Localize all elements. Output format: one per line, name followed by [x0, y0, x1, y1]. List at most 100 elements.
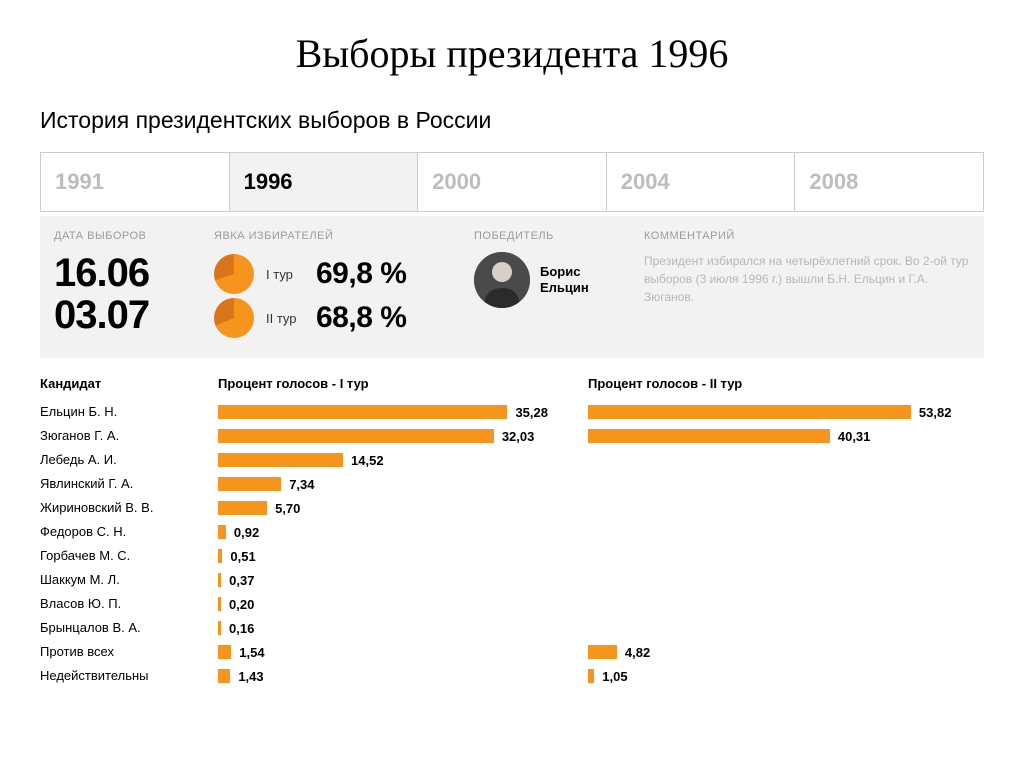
round1-chart: Процент голосов - I тур 35,28 32,03 14,52 7…: [218, 376, 588, 688]
bar-row-r2: 1,05: [588, 664, 984, 688]
round2-chart: Процент голосов - II тур 53,82 40,31 4,82 1…: [588, 376, 984, 688]
bar-r2: [588, 405, 911, 419]
results-chart: Кандидат Ельцин Б. Н.Зюганов Г. А.Лебедь…: [40, 376, 984, 688]
bar-row-r2: [588, 472, 984, 496]
bar-row-r1: 35,28: [218, 400, 548, 424]
bar-row-r1: 7,34: [218, 472, 548, 496]
bar-r2: [588, 645, 617, 659]
comment-column: КОММЕНТАРИЙ Президент избирался на четыр…: [644, 230, 970, 340]
candidate-name: Федоров С. Н.: [40, 520, 218, 544]
timeline-tab-1996[interactable]: 1996: [230, 152, 419, 212]
timeline-tab-2000[interactable]: 2000: [418, 152, 607, 212]
timeline-tab-2008[interactable]: 2008: [795, 152, 984, 212]
bar-row-r2: [588, 592, 984, 616]
bar-row-r1: 0,20: [218, 592, 548, 616]
candidate-name: Зюганов Г. А.: [40, 424, 218, 448]
timeline-tab-2004[interactable]: 2004: [607, 152, 796, 212]
candidate-name: Власов Ю. П.: [40, 592, 218, 616]
bar-value-r2: 1,05: [602, 669, 627, 684]
timeline-tabs: 19911996200020042008: [40, 152, 984, 212]
bar-r2: [588, 669, 594, 683]
bar-value-r1: 0,51: [230, 549, 255, 564]
pie-icon: [214, 254, 254, 294]
bar-value-r1: 1,43: [238, 669, 263, 684]
winner-column: ПОБЕДИТЕЛЬ Борис Ельцин: [474, 230, 644, 340]
bar-r1: [218, 573, 221, 587]
bar-row-r2: [588, 544, 984, 568]
bar-r1: [218, 405, 507, 419]
bar-row-r2: [588, 448, 984, 472]
bar-row-r1: 0,51: [218, 544, 548, 568]
winner-name-line2: Ельцин: [540, 280, 589, 296]
turnout-percent: 68,8 %: [316, 301, 406, 335]
bar-row-r1: 1,43: [218, 664, 548, 688]
bar-row-r1: 5,70: [218, 496, 548, 520]
candidate-name: Жириновский В. В.: [40, 496, 218, 520]
turnout-header: ЯВКА ИЗБИРАТЕЛЕЙ: [214, 230, 474, 242]
date-round2: 03.07: [54, 294, 214, 336]
bar-row-r2: [588, 496, 984, 520]
bar-r1: [218, 453, 343, 467]
bar-row-r1: 0,92: [218, 520, 548, 544]
date-round1: 16.06: [54, 252, 214, 294]
round2-header: Процент голосов - II тур: [588, 376, 984, 400]
date-column: ДАТА ВЫБОРОВ 16.06 03.07: [54, 230, 214, 340]
bar-value-r1: 0,16: [229, 621, 254, 636]
candidate-name: Горбачев М. С.: [40, 544, 218, 568]
bar-value-r1: 5,70: [275, 501, 300, 516]
candidate-name: Недействительны: [40, 664, 218, 688]
bar-value-r1: 0,37: [229, 573, 254, 588]
bar-r1: [218, 645, 231, 659]
page-title: Выборы президента 1996: [40, 30, 984, 77]
bar-row-r1: 0,16: [218, 616, 548, 640]
page: Выборы президента 1996 История президент…: [0, 0, 1024, 767]
bar-row-r2: [588, 520, 984, 544]
bar-value-r1: 35,28: [515, 405, 548, 420]
winner-avatar: [474, 252, 530, 308]
candidate-name: Брынцалов В. А.: [40, 616, 218, 640]
comment-text: Президент избирался на четырёхлетний сро…: [644, 252, 970, 306]
candidate-names-column: Кандидат Ельцин Б. Н.Зюганов Г. А.Лебедь…: [40, 376, 218, 688]
page-subtitle: История президентских выборов в России: [40, 107, 984, 134]
bar-value-r1: 14,52: [351, 453, 384, 468]
comment-header: КОММЕНТАРИЙ: [644, 230, 970, 242]
date-header: ДАТА ВЫБОРОВ: [54, 230, 214, 242]
bar-value-r2: 40,31: [838, 429, 871, 444]
bar-row-r2: 53,82: [588, 400, 984, 424]
bar-row-r2: [588, 568, 984, 592]
bar-r1: [218, 621, 221, 635]
bar-value-r1: 1,54: [239, 645, 264, 660]
candidate-name: Против всех: [40, 640, 218, 664]
candidate-header: Кандидат: [40, 376, 218, 400]
bar-value-r1: 7,34: [289, 477, 314, 492]
timeline-tab-1991[interactable]: 1991: [40, 152, 230, 212]
bar-r1: [218, 525, 226, 539]
pie-icon: [214, 298, 254, 338]
candidate-name: Шаккум М. Л.: [40, 568, 218, 592]
turnout-rows: I тур69,8 % II тур68,8 %: [214, 252, 474, 340]
winner-name: Борис Ельцин: [540, 264, 589, 297]
bar-row-r1: 14,52: [218, 448, 548, 472]
candidate-name: Явлинский Г. А.: [40, 472, 218, 496]
turnout-column: ЯВКА ИЗБИРАТЕЛЕЙ I тур69,8 % II тур68,8 %: [214, 230, 474, 340]
bar-r1: [218, 477, 281, 491]
bar-row-r2: 4,82: [588, 640, 984, 664]
bar-r1: [218, 669, 230, 683]
winner-header: ПОБЕДИТЕЛЬ: [474, 230, 644, 242]
bar-row-r1: 32,03: [218, 424, 548, 448]
bar-value-r1: 32,03: [502, 429, 535, 444]
bar-r1: [218, 597, 221, 611]
round1-header: Процент голосов - I тур: [218, 376, 548, 400]
turnout-label: II тур: [266, 311, 316, 326]
detail-panel: ДАТА ВЫБОРОВ 16.06 03.07 ЯВКА ИЗБИРАТЕЛЕ…: [40, 216, 984, 358]
bar-r1: [218, 501, 267, 515]
candidate-name: Лебедь А. И.: [40, 448, 218, 472]
bar-value-r2: 53,82: [919, 405, 952, 420]
winner-name-line1: Борис: [540, 264, 589, 280]
bar-r2: [588, 429, 830, 443]
turnout-label: I тур: [266, 267, 316, 282]
bar-value-r1: 0,20: [229, 597, 254, 612]
turnout-percent: 69,8 %: [316, 257, 406, 291]
bar-row-r2: 40,31: [588, 424, 984, 448]
candidate-name: Ельцин Б. Н.: [40, 400, 218, 424]
